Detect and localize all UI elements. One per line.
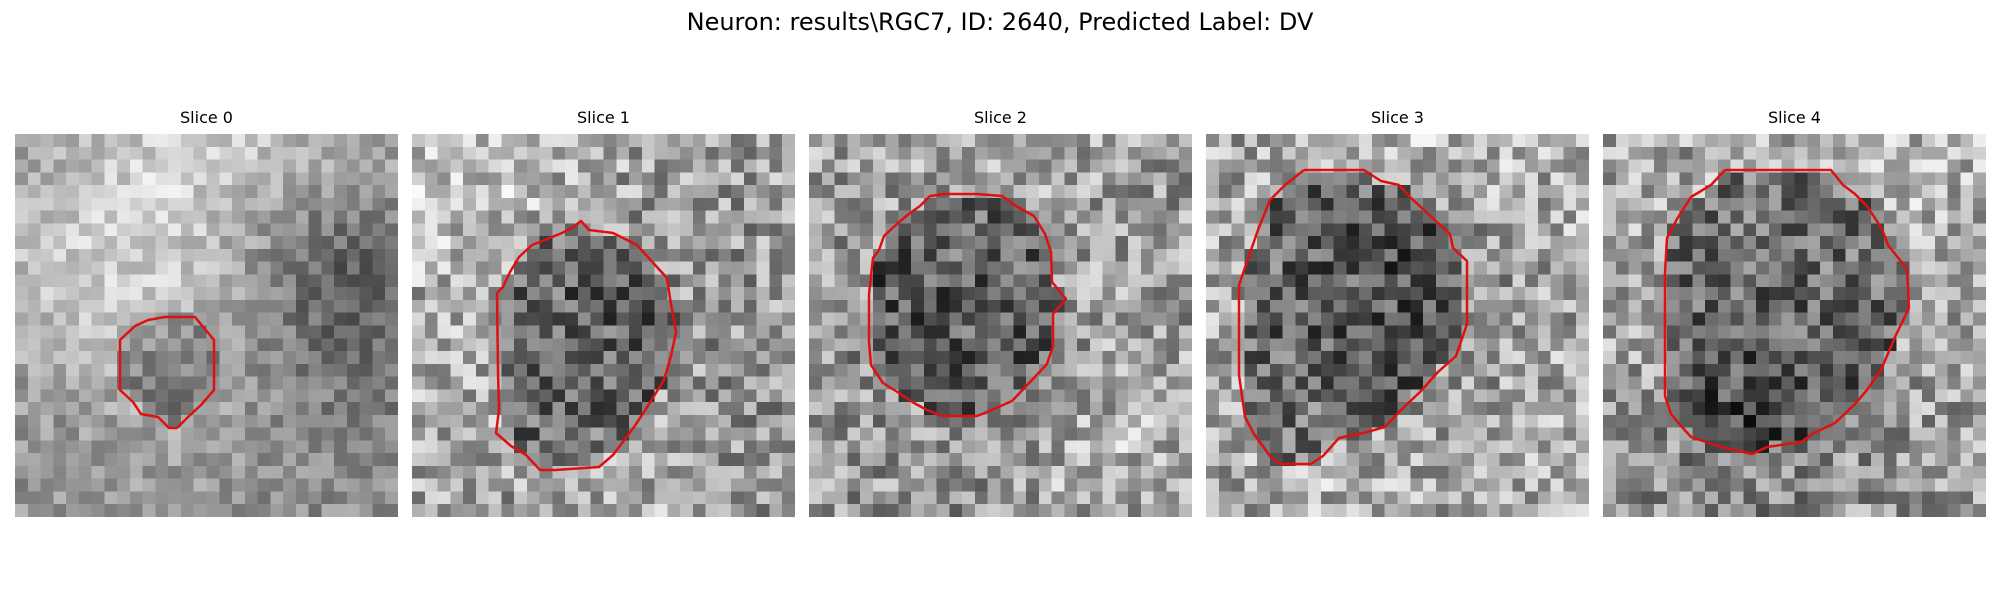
grayscale-microscopy-image bbox=[15, 134, 398, 517]
slice-title: Slice 4 bbox=[1768, 108, 1821, 127]
slice-title: Slice 2 bbox=[974, 108, 1027, 127]
slice-panel-2: Slice 2 bbox=[809, 108, 1192, 517]
cell-contour-outline bbox=[494, 219, 678, 472]
slice-title: Slice 0 bbox=[180, 108, 233, 127]
slice-panel-1: Slice 1 bbox=[412, 108, 795, 517]
figure-title: Neuron: results\RGC7, ID: 2640, Predicte… bbox=[686, 8, 1314, 36]
slice-image bbox=[809, 134, 1192, 517]
slice-title: Slice 1 bbox=[577, 108, 630, 127]
cell-contour-outline bbox=[1237, 168, 1469, 466]
slice-title: Slice 3 bbox=[1371, 108, 1424, 127]
slice-image bbox=[1603, 134, 1986, 517]
grayscale-microscopy-image bbox=[412, 134, 795, 517]
slice-panel-3: Slice 3 bbox=[1206, 108, 1589, 517]
cell-contour-outline bbox=[1663, 168, 1911, 456]
slice-image bbox=[412, 134, 795, 517]
slice-image bbox=[15, 134, 398, 517]
slice-image bbox=[1206, 134, 1589, 517]
slice-panel-0: Slice 0 bbox=[15, 108, 398, 517]
cell-contour-outline bbox=[867, 192, 1068, 418]
grayscale-microscopy-image bbox=[1603, 134, 1986, 517]
cell-contour-outline bbox=[118, 315, 216, 430]
grayscale-microscopy-image bbox=[1206, 134, 1589, 517]
slice-panel-4: Slice 4 bbox=[1603, 108, 1986, 517]
grayscale-microscopy-image bbox=[809, 134, 1192, 517]
